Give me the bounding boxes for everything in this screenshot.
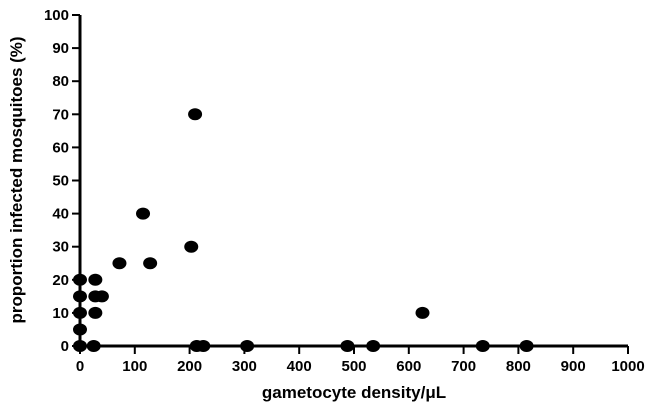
data-point xyxy=(112,257,127,270)
x-tick-label: 800 xyxy=(506,358,531,375)
y-tick-label: 40 xyxy=(52,206,69,223)
x-tick-label: 900 xyxy=(561,358,586,375)
data-point xyxy=(188,108,203,121)
data-point xyxy=(143,257,158,270)
x-tick-label: 300 xyxy=(232,358,257,375)
y-tick-label: 60 xyxy=(52,139,69,156)
y-tick-label: 30 xyxy=(52,239,69,256)
x-tick-label: 400 xyxy=(287,358,312,375)
data-points-layer xyxy=(73,108,534,352)
x-tick-label: 100 xyxy=(122,358,147,375)
x-axis-title: gametocyte density/μL xyxy=(262,383,446,402)
data-point xyxy=(184,240,199,253)
data-point xyxy=(88,306,103,319)
data-point xyxy=(415,306,430,319)
x-tick-label: 600 xyxy=(396,358,421,375)
y-tick-label: 10 xyxy=(52,305,69,322)
data-point xyxy=(94,290,109,303)
y-tick-label: 90 xyxy=(52,40,69,57)
y-tick-label: 50 xyxy=(52,173,69,190)
x-tick-label: 200 xyxy=(177,358,202,375)
y-tick-label: 100 xyxy=(44,7,69,24)
y-tick-label: 80 xyxy=(52,73,69,90)
data-point xyxy=(88,273,103,286)
y-tick-label: 20 xyxy=(52,272,69,289)
y-tick-label: 0 xyxy=(61,338,69,355)
x-tick-label: 0 xyxy=(76,358,84,375)
x-tick-label: 1000 xyxy=(611,358,644,375)
x-tick-label: 700 xyxy=(451,358,476,375)
y-axis-title: proportion infected mosquitoes (%) xyxy=(7,36,26,323)
data-point xyxy=(136,207,151,220)
x-tick-label: 500 xyxy=(341,358,366,375)
y-tick-label: 70 xyxy=(52,106,69,123)
